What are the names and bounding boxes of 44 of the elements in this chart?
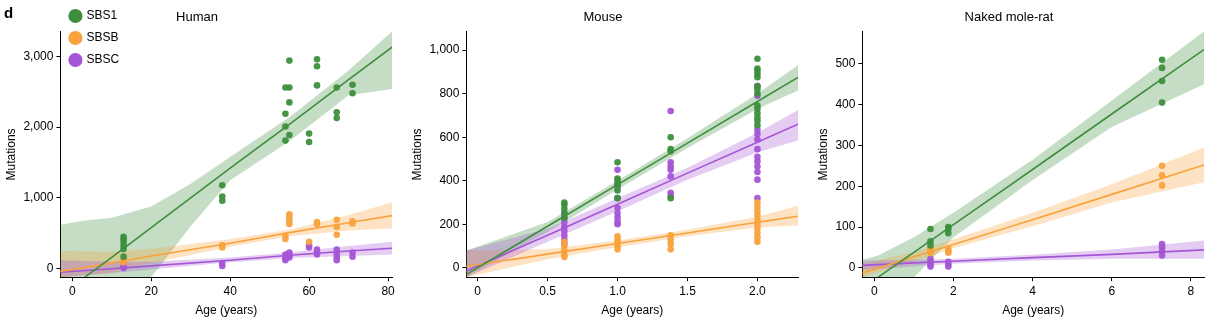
x-tick-label: 0: [68, 283, 76, 298]
x-tick-label: 4: [1029, 283, 1037, 298]
x-tick-label: 1.0: [609, 283, 627, 298]
x-tick-label: 2: [950, 283, 958, 298]
y-tick-label: 0: [46, 261, 54, 276]
y-tick-label: 0: [848, 260, 856, 275]
x-axis-title: Age (years): [601, 303, 664, 318]
x-tick-label: 40: [223, 283, 238, 298]
y-tick-label: 200: [835, 178, 856, 193]
y-tick-label: 800: [439, 85, 460, 100]
x-tick-label: 20: [144, 283, 159, 298]
x-tick-label: 0: [474, 283, 482, 298]
y-tick-label: 2,000: [23, 119, 54, 134]
y-tick-label: 500: [835, 56, 856, 71]
x-tick-label: 0.5: [539, 283, 557, 298]
y-tick-label: 300: [835, 137, 856, 152]
x-axis-title: Age (years): [1002, 303, 1065, 318]
y-tick-label: 3,000: [23, 48, 54, 63]
chart-title: Naked mole-rat: [964, 9, 1054, 25]
x-tick-label: 6: [1108, 283, 1116, 298]
y-tick-label: 200: [439, 216, 460, 231]
y-tick-label: 400: [835, 96, 856, 111]
x-tick-label: 2.0: [749, 283, 767, 298]
y-tick-label: 0: [452, 260, 460, 275]
text: d: [4, 3, 14, 21]
x-tick-label: 1.5: [679, 283, 697, 298]
y-tick-label: 400: [439, 173, 460, 188]
legend-label: SBSB: [86, 30, 119, 45]
y-tick-label: 1,000: [429, 42, 460, 57]
chart-title: Human: [176, 9, 218, 25]
y-tick-label: 600: [439, 129, 460, 144]
y-axis-title: Mutations: [3, 128, 18, 181]
y-axis-title: Mutations: [409, 128, 424, 181]
legend-label: SBS1: [86, 8, 118, 23]
x-axis-title: Age (years): [195, 303, 258, 318]
x-tick-label: 0: [870, 283, 878, 298]
y-tick-label: 100: [835, 219, 856, 234]
x-tick-label: 60: [302, 283, 317, 298]
y-tick-label: 1,000: [23, 190, 54, 205]
y-axis-title: Mutations: [815, 128, 830, 181]
chart-title: Mouse: [583, 9, 623, 25]
x-tick-label: 80: [381, 283, 396, 298]
x-tick-label: 8: [1187, 283, 1195, 298]
legend-label: SBSC: [86, 52, 120, 67]
